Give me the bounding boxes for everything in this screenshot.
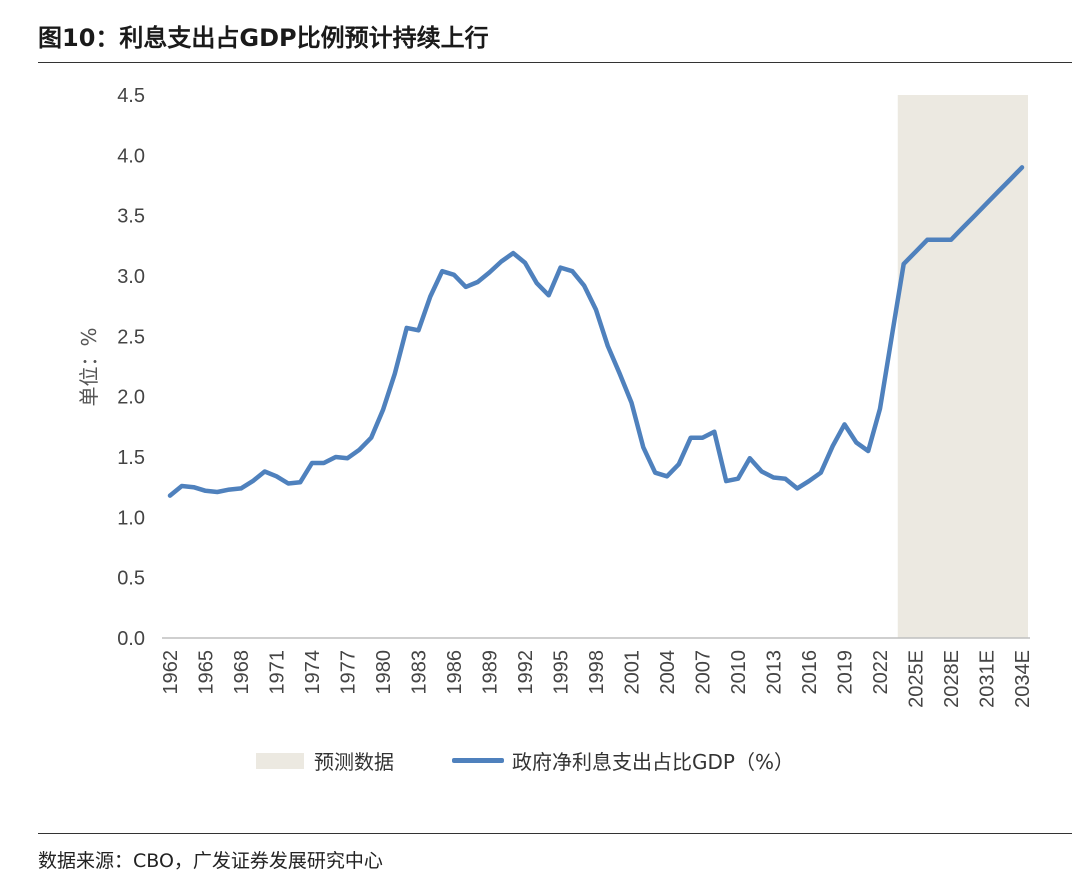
x-tick-label: 1971 (267, 650, 289, 695)
legend-item-forecast: 预测数据 (256, 746, 394, 775)
y-tick-label: 4.0 (117, 145, 145, 167)
x-tick-label: 1965 (196, 650, 218, 695)
y-tick-label: 1.0 (117, 507, 145, 529)
x-tick-label: 1977 (338, 650, 360, 695)
y-tick-label: 3.0 (117, 266, 145, 288)
forecast-band (897, 95, 1028, 638)
x-tick-label: 1995 (551, 650, 573, 695)
x-tick-label: 2013 (764, 650, 786, 695)
bottom-rule (38, 833, 1072, 834)
legend-item-series: 政府净利息支出占比GDP（%） (452, 746, 794, 775)
figure-title: 图10：利息支出占GDP比例预计持续上行 (38, 24, 489, 52)
x-tick-label: 2004 (657, 650, 679, 695)
x-tick-label: 1968 (231, 650, 253, 695)
top-rule (38, 62, 1072, 63)
x-tick-label: 2028E (941, 650, 963, 708)
x-tick-label: 1989 (480, 650, 502, 695)
x-tick-label: 1980 (373, 650, 395, 695)
y-tick-label: 1.5 (117, 447, 145, 469)
x-tick-label: 1992 (515, 650, 537, 695)
y-axis-label: 单位：% (77, 327, 101, 406)
legend-swatch-forecast (256, 752, 304, 769)
y-tick-label: 3.5 (117, 206, 145, 228)
x-tick-label: 1983 (409, 650, 431, 695)
legend: 预测数据 政府净利息支出占比GDP（%） (0, 746, 1080, 778)
source-note: 数据来源：CBO，广发证券发展研究中心 (38, 850, 383, 872)
legend-label-series: 政府净利息支出占比GDP（%） (512, 750, 794, 774)
x-tick-label: 2034E (1012, 650, 1034, 708)
line-chart: 0.0 0.5 1.0 1.5 2.0 2.5 3.0 3.5 4.0 4.5 1962 1965 1… (77, 85, 1034, 708)
legend-line-series (452, 758, 504, 763)
x-tick-label: 2016 (799, 650, 821, 695)
y-tick-label: 0.5 (117, 568, 145, 590)
y-tick-label: 2.0 (117, 387, 145, 409)
x-tick-label: 2022 (870, 650, 892, 695)
y-tick-label: 2.5 (117, 326, 145, 348)
x-tick-label: 2001 (622, 650, 644, 695)
x-tick-label: 1962 (160, 650, 182, 695)
x-tick-label: 2007 (693, 650, 715, 695)
series-line (167, 165, 1025, 498)
x-tick-label: 1998 (586, 650, 608, 695)
x-tick-label: 2010 (728, 650, 750, 695)
legend-label-forecast: 预测数据 (314, 750, 394, 774)
y-tick-label: 0.0 (117, 628, 145, 650)
x-tick-label: 1986 (444, 650, 466, 695)
x-tick-label: 2031E (977, 650, 999, 708)
x-tick-label: 2019 (835, 650, 857, 695)
x-tick-label: 2025E (906, 650, 928, 708)
y-tick-label: 4.5 (117, 85, 145, 107)
x-tick-label: 1974 (302, 650, 324, 695)
